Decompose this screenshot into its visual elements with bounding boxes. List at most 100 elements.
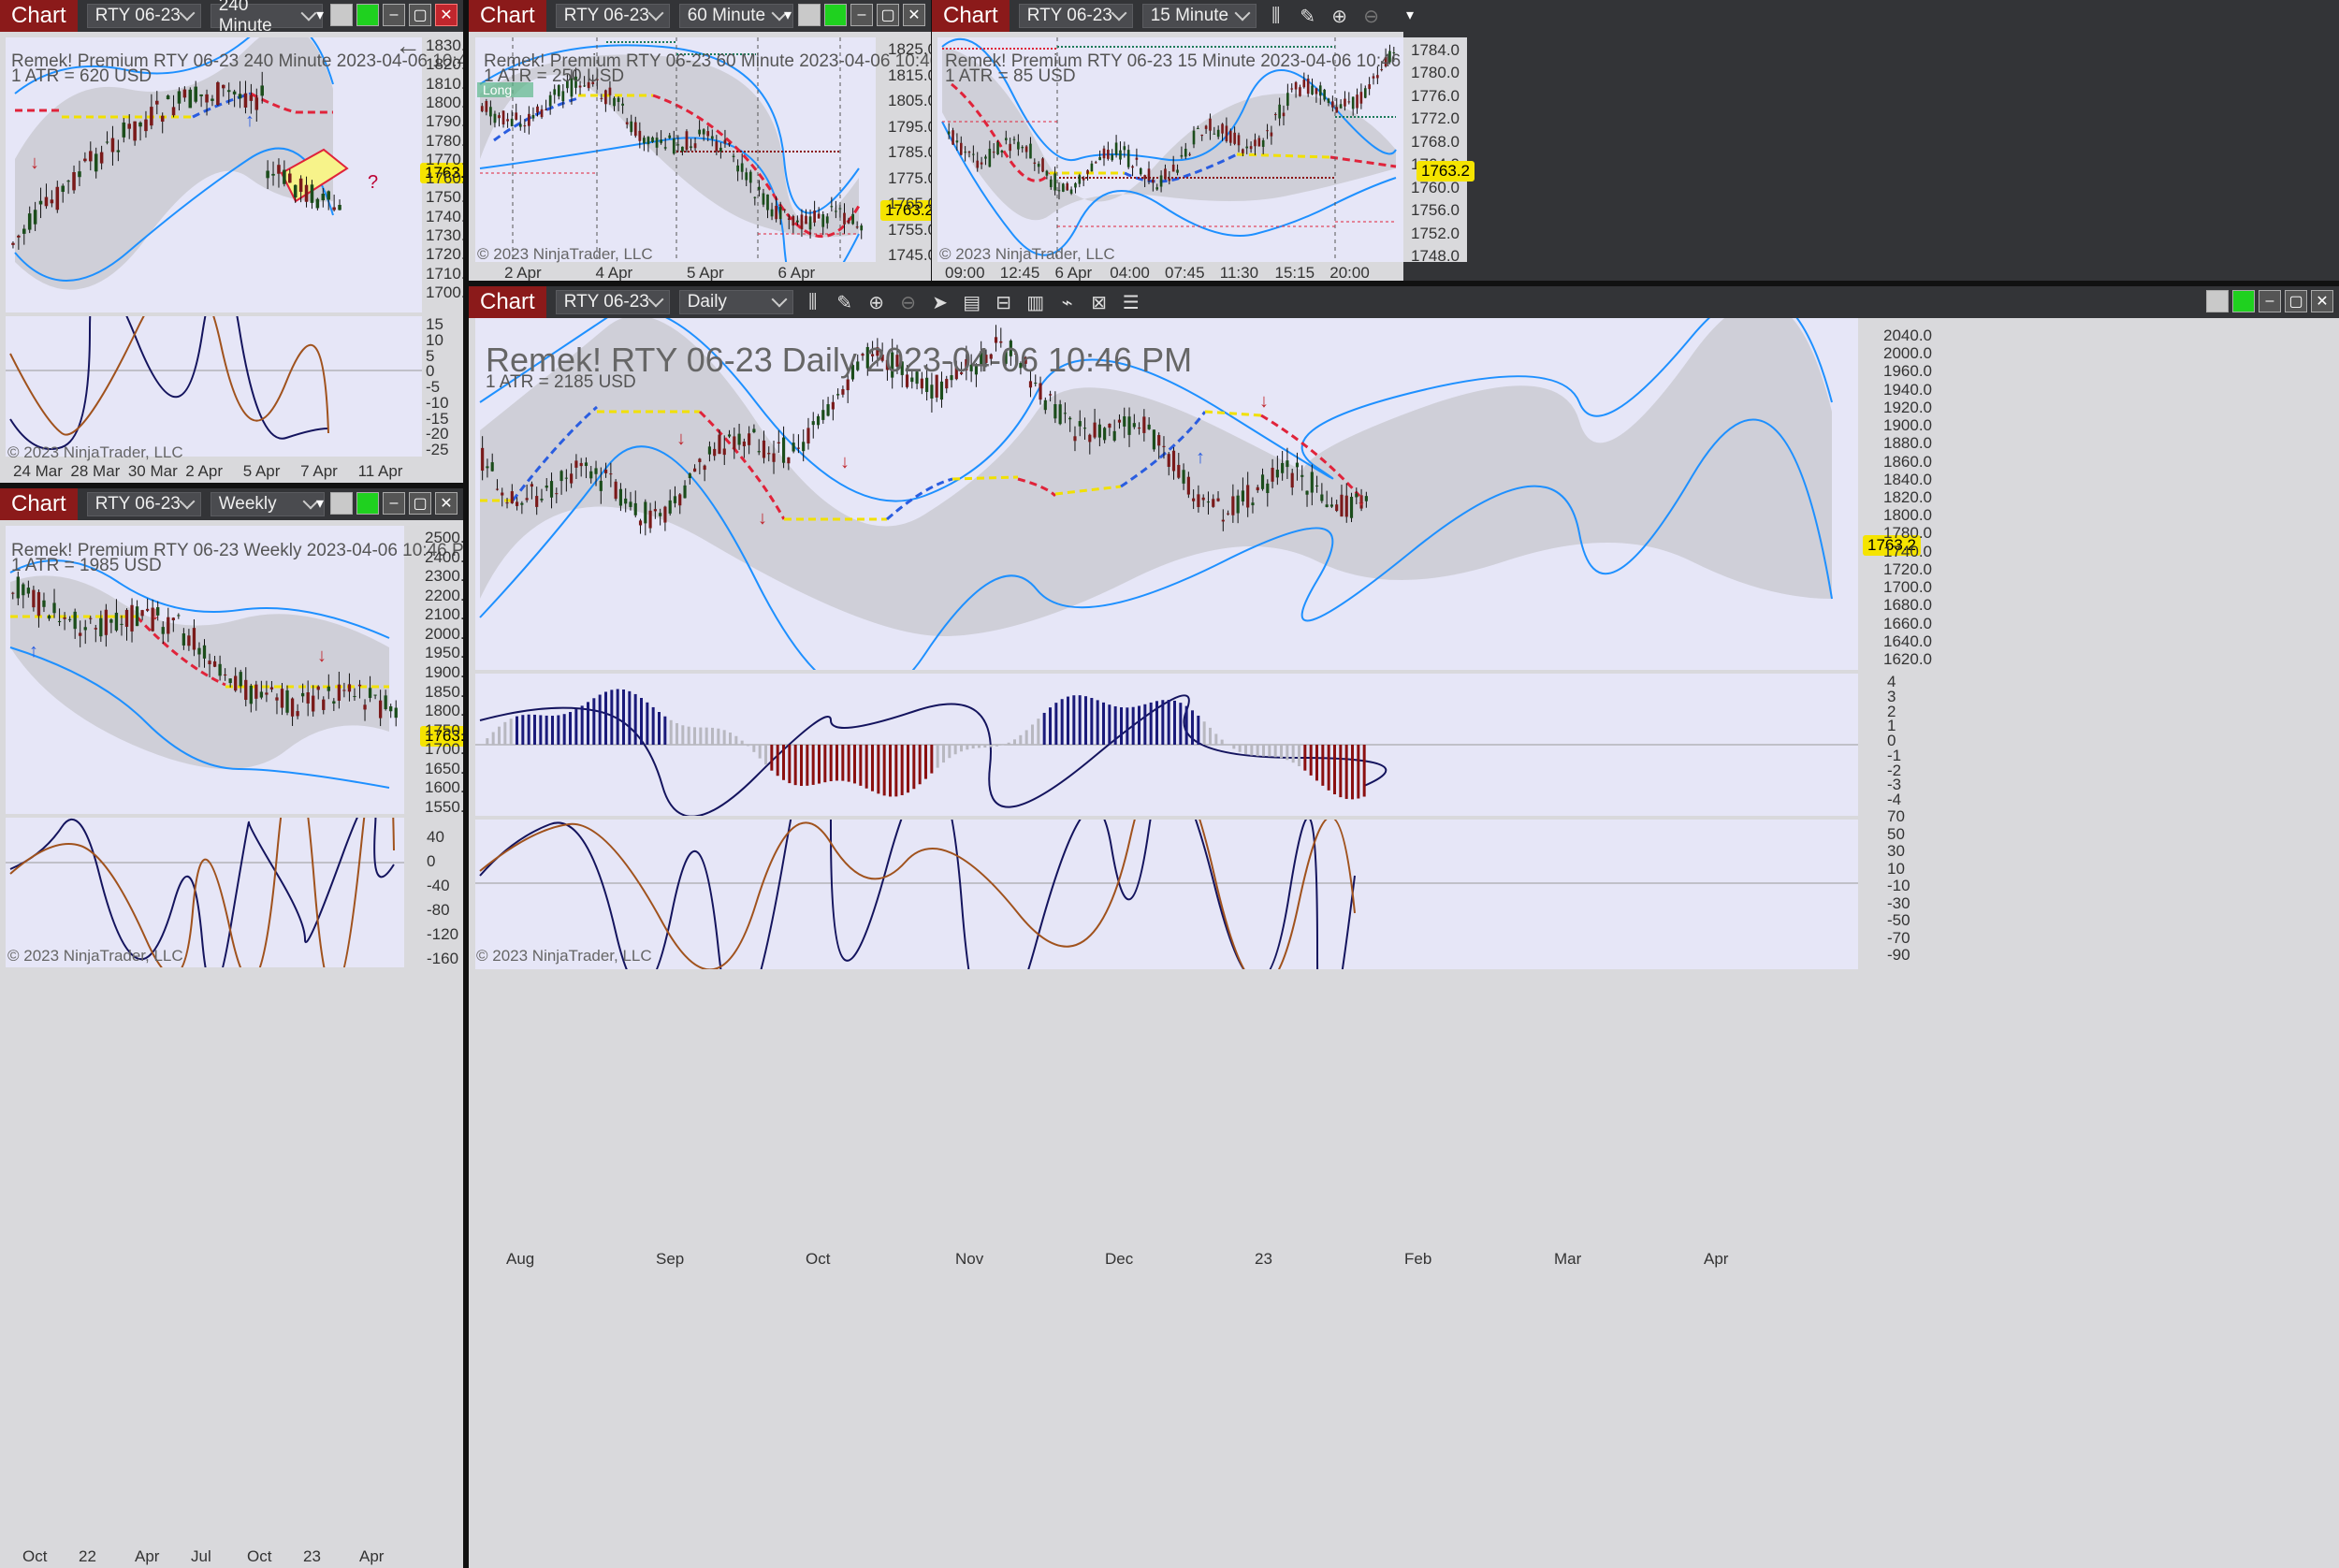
candle-body — [1231, 496, 1235, 515]
maximize-button[interactable]: ▢ — [409, 4, 431, 26]
instrument-selector[interactable]: RTY 06-23 — [86, 4, 201, 28]
menu-chevron-icon[interactable]: ▾ — [315, 496, 325, 512]
link-green-button[interactable] — [356, 4, 379, 26]
zoom-in-icon[interactable]: ⊕ — [868, 292, 885, 313]
y-axis-strip — [1403, 37, 1467, 262]
oscillator-panel[interactable] — [6, 271, 422, 457]
candle-body — [55, 186, 60, 211]
close-button[interactable]: ✕ — [903, 4, 925, 26]
minimize-button[interactable]: – — [383, 4, 405, 26]
candle-body — [234, 675, 238, 691]
price-panel[interactable] — [937, 37, 1403, 262]
candle-body — [1093, 422, 1097, 438]
pointer-icon[interactable]: ➤ — [932, 292, 949, 313]
zoom-out-icon[interactable]: ⊖ — [1363, 6, 1380, 27]
chart-tab[interactable]: Chart — [932, 0, 1010, 32]
x-axis-label: Sep — [656, 1250, 685, 1268]
drawing-tool-icon[interactable]: ✎ — [1300, 6, 1316, 27]
price-panel[interactable]: ↓ ↓ ↓ ↑ ↓ ↓ — [475, 292, 1858, 698]
period-selector[interactable]: Weekly — [210, 492, 325, 516]
candle-body — [222, 84, 225, 89]
strategies-icon[interactable]: ⌁ — [1061, 292, 1073, 313]
instrument-selector[interactable]: RTY 06-23 — [555, 290, 670, 314]
maximize-button[interactable]: ▢ — [877, 4, 899, 26]
data-box-icon[interactable]: ▤ — [963, 292, 981, 313]
link-grey-button[interactable] — [2206, 290, 2229, 312]
period-selector[interactable]: 240 Minute — [210, 0, 323, 36]
chart-tab[interactable]: Chart — [0, 488, 78, 520]
x-axis-label: Oct — [247, 1547, 272, 1565]
candle-body — [959, 142, 963, 155]
minimize-button[interactable]: – — [383, 492, 405, 515]
candle-body — [1344, 495, 1348, 517]
price-panel[interactable]: Long — [475, 37, 876, 281]
maximize-button[interactable]: ▢ — [409, 492, 431, 515]
histogram-bar — [610, 690, 614, 745]
period-selector[interactable]: Daily — [678, 290, 793, 314]
zoom-out-icon[interactable]: ⊖ — [900, 292, 917, 313]
link-green-button[interactable] — [356, 492, 379, 515]
list-icon[interactable]: ☰ — [1122, 292, 1140, 313]
histogram-bar — [900, 745, 904, 795]
atr-label: 1 ATR = 620 USD — [11, 66, 153, 86]
zoom-in-icon[interactable]: ⊕ — [1331, 6, 1348, 27]
candle-body — [144, 119, 148, 132]
menu-chevron-icon[interactable]: ▾ — [1405, 7, 1415, 23]
histogram-bar — [989, 745, 993, 748]
candle-body — [683, 485, 687, 499]
candle-body — [861, 354, 864, 356]
link-grey-button[interactable] — [330, 4, 353, 26]
oscillator-panel[interactable] — [475, 713, 1858, 1053]
histogram-bar — [1273, 745, 1277, 758]
candle-body — [506, 119, 509, 122]
link-green-button[interactable] — [824, 4, 847, 26]
chart-tab[interactable]: Chart — [469, 286, 546, 318]
close-button[interactable]: ✕ — [435, 492, 458, 515]
candle-body — [32, 589, 36, 608]
link-grey-button[interactable] — [330, 492, 353, 515]
candle-body — [1376, 75, 1379, 79]
menu-chevron-icon[interactable]: ▾ — [783, 7, 792, 23]
candle-body — [988, 149, 992, 167]
candle-body — [44, 196, 49, 207]
close-button[interactable]: ✕ — [2311, 290, 2333, 312]
templates-icon[interactable]: ⊟ — [995, 292, 1012, 313]
instrument-selector[interactable]: RTY 06-23 — [1018, 4, 1133, 28]
menu-chevron-icon[interactable]: ▾ — [315, 7, 325, 23]
link-grey-button[interactable] — [798, 4, 821, 26]
histogram-bar — [551, 716, 554, 745]
maximize-button[interactable]: ▢ — [2285, 290, 2307, 312]
indicators-icon[interactable]: ▥ — [1026, 292, 1045, 313]
candle-body — [312, 695, 315, 712]
candle-body — [36, 591, 41, 617]
oscillator-panel[interactable] — [6, 710, 404, 993]
price-panel[interactable]: ↑ ↓ ↓ — [6, 526, 404, 814]
candle-body — [83, 627, 87, 631]
histogram-bar — [1209, 727, 1212, 745]
chart-tab[interactable]: Chart — [0, 0, 78, 32]
histogram-panel[interactable] — [475, 674, 1858, 818]
y-axis-label: -25 — [426, 441, 449, 458]
link-green-button[interactable] — [2232, 290, 2255, 312]
period-selector[interactable]: 60 Minute — [678, 4, 793, 28]
oscillator-svg — [6, 271, 422, 450]
minimize-button[interactable]: – — [2259, 290, 2281, 312]
chart-tab[interactable]: Chart — [469, 0, 546, 32]
candle-body — [965, 358, 968, 370]
drawing-tool-icon[interactable]: ✎ — [836, 292, 853, 313]
bar-type-icon[interactable]: ⫼ — [808, 291, 818, 312]
back-arrow-icon[interactable]: ← — [395, 31, 421, 60]
candle-body — [910, 377, 914, 383]
candle-body — [608, 87, 612, 95]
period-selector[interactable]: 15 Minute — [1141, 4, 1257, 28]
instrument-selector[interactable]: RTY 06-23 — [86, 492, 201, 516]
instrument-selector[interactable]: RTY 06-23 — [555, 4, 670, 28]
y-axis-label: 1745.0 — [888, 246, 931, 264]
properties-icon[interactable]: ⊠ — [1091, 292, 1108, 313]
price-panel[interactable]: ↓ ↑ — [6, 21, 422, 312]
minimize-button[interactable]: – — [850, 4, 873, 26]
candle-body — [1045, 170, 1049, 176]
close-button[interactable]: ✕ — [435, 4, 458, 26]
candle-body — [969, 364, 973, 371]
bar-type-icon[interactable]: ⫼ — [1271, 5, 1281, 26]
